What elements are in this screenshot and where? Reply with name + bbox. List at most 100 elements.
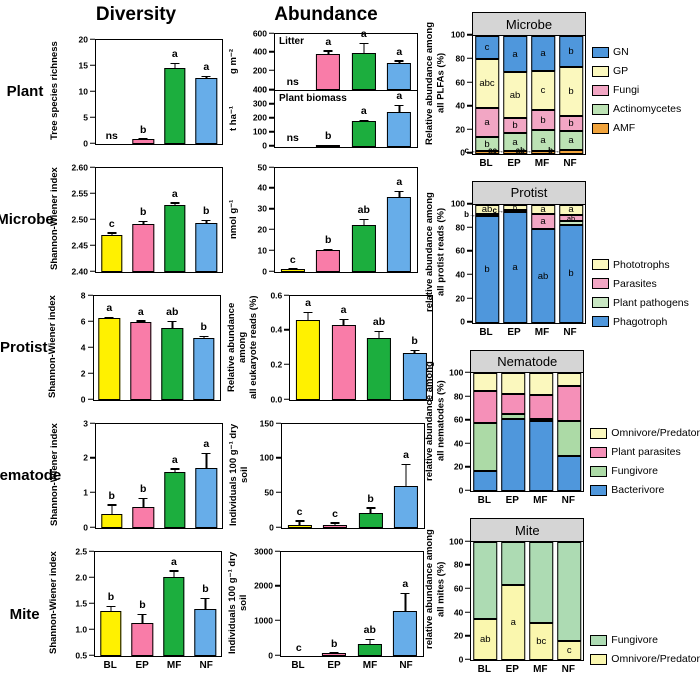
arrow-icon: →: [469, 212, 476, 220]
microbe-stacked-segment-GP: [503, 72, 527, 119]
microbe-stacked-segment-GN: [503, 35, 527, 73]
microbe-abundance-bar-BL: [280, 268, 305, 272]
y-tick-mark: [269, 166, 274, 168]
error-bar: [138, 138, 148, 140]
y-tick-label: 2.5: [75, 545, 88, 556]
microbe-stacked-title: Microbe: [472, 12, 586, 36]
microbe-diversity-bar-MF: [164, 205, 186, 272]
row-label-protist: Protist: [0, 338, 48, 356]
y-tick-mark: [467, 297, 472, 299]
legend-item: GN: [592, 46, 681, 58]
x-label-NF: NF: [561, 664, 575, 676]
y-tick-label: 0: [80, 393, 86, 404]
sig-letter: b: [484, 138, 490, 150]
y-tick-label: 20: [453, 630, 464, 641]
y-tick-label: 0: [262, 265, 267, 276]
y-tick-label: 200: [252, 65, 267, 76]
y-tick-mark: [269, 69, 274, 72]
legend-label: Actinomycetes: [613, 103, 682, 116]
x-label-EP: EP: [327, 660, 341, 671]
mite-composition-chart: relative abundance among all mites (%) Mi…: [424, 518, 700, 675]
y-tick-label: 80: [453, 390, 464, 401]
error-bar: [201, 75, 211, 79]
sig-letter: b: [540, 114, 546, 126]
microbe-stacked-segment-AMF: [503, 151, 527, 154]
y-tick-label: 0: [83, 521, 88, 532]
error-bar: [201, 452, 211, 469]
error-bar: [107, 504, 117, 514]
nematode-abundance-y-axis: 0 50 100 150: [251, 419, 281, 531]
nematode-stacked-segment-Bacterivore: [473, 471, 498, 492]
sig-letter: a: [540, 216, 546, 227]
plant-litter-chart: g m⁻² 0 200 400 600 Litter ns a a a: [228, 29, 418, 93]
y-tick-label: 5: [83, 111, 88, 122]
y-tick-mark: [284, 398, 290, 400]
arrow-icon: →: [525, 147, 532, 155]
y-tick-mark: [465, 540, 471, 542]
y-tick-mark: [89, 576, 95, 578]
nematode-stacked-segment-Bacterivore: [529, 420, 554, 492]
plant-litter-plot: Litter ns a a a: [274, 29, 418, 91]
sig-letter: ab: [357, 204, 370, 217]
microbe-stacked-segment-GP: [475, 59, 499, 108]
microbe-diversity-plot: c b a b: [95, 167, 223, 273]
y-tick-mark: [275, 422, 281, 424]
y-tick-label: 2: [83, 452, 88, 463]
y-tick-label: 60: [455, 76, 465, 87]
legend-label: AMF: [613, 122, 636, 135]
y-tick-label: 0.0: [270, 393, 283, 404]
x-label-MF: MF: [166, 660, 182, 671]
x-label-BL: BL: [479, 326, 493, 338]
row-label-mite: Mite: [9, 605, 40, 623]
protist-stacked-segment-Parasites: [475, 214, 499, 217]
protist-diversity-bar-BL: [98, 318, 120, 400]
y-tick-label: 0: [460, 147, 465, 158]
y-tick-mark: [87, 398, 93, 400]
mite-diversity-bar-MF: [163, 577, 185, 656]
sig-letter: a: [402, 578, 409, 591]
legend-label: Plant pathogens: [613, 296, 689, 309]
y-tick-mark: [90, 526, 95, 528]
legend-label: Phototrophs: [613, 258, 670, 271]
sig-letter: a: [568, 204, 574, 216]
y-tick-label: 10: [257, 244, 267, 255]
nematode-stacked-plot: [470, 372, 585, 493]
protist-abundance-plot: a a ab b: [289, 295, 434, 401]
plant-biomass-panel-label: Plant biomass: [279, 92, 347, 104]
omnivore-predator-swatch: [590, 653, 608, 665]
sig-letter: c: [108, 217, 115, 230]
nematode-diversity-bar-MF: [164, 471, 186, 528]
fungivore-swatch: [590, 634, 608, 646]
y-tick-label: 100: [450, 29, 465, 40]
y-tick-label: 20: [257, 224, 267, 235]
legend-item: Fungi: [592, 84, 681, 96]
plant-litter-y-axis: 0 200 400 600: [244, 29, 274, 93]
y-tick-mark: [467, 81, 472, 83]
protist-diversity-chart: Shannon-Wiener index 0 2 4 6 8 a a ab b: [47, 291, 221, 411]
y-tick-mark: [89, 628, 95, 630]
sig-letter: b: [512, 119, 518, 131]
nematode-stacked-segment-Omnivore/Predator: [501, 373, 526, 394]
nematode-abundance-y-axis-label: Individuals 100 g⁻¹ dry soil: [228, 423, 250, 527]
sig-letter: ns: [286, 132, 299, 144]
protist-stacked-segment-Phototrophs: [531, 204, 555, 215]
sig-letter: b: [200, 321, 207, 334]
error-bar: [374, 330, 384, 338]
nematode-abundance-bar-EP: [323, 525, 348, 528]
sig-letter: b: [568, 117, 574, 129]
legend-label: Plant parasites: [611, 446, 681, 459]
protist-diversity-bar-EP: [130, 322, 152, 400]
legend-item: Parasites: [592, 278, 689, 290]
phototrophs-swatch: [592, 259, 609, 271]
y-tick-label: 80: [455, 53, 465, 64]
nematode-composition-chart: relative abundance among all nematodes (…: [424, 349, 700, 506]
nematode-stacked-segment-Plant parasites: [473, 391, 498, 423]
mite-abundance-chart: Individuals 100 g⁻¹ dry soil 0 1000 2000 300…: [227, 547, 424, 688]
y-tick-mark: [465, 371, 471, 374]
error-bar: [136, 320, 146, 322]
y-tick-mark: [467, 104, 472, 107]
x-label-EP: EP: [505, 664, 519, 676]
y-tick-mark: [465, 564, 471, 566]
protist-stacked-segment-Phagotroph: [503, 211, 527, 323]
nematode-diversity-bar-EP: [132, 506, 154, 528]
